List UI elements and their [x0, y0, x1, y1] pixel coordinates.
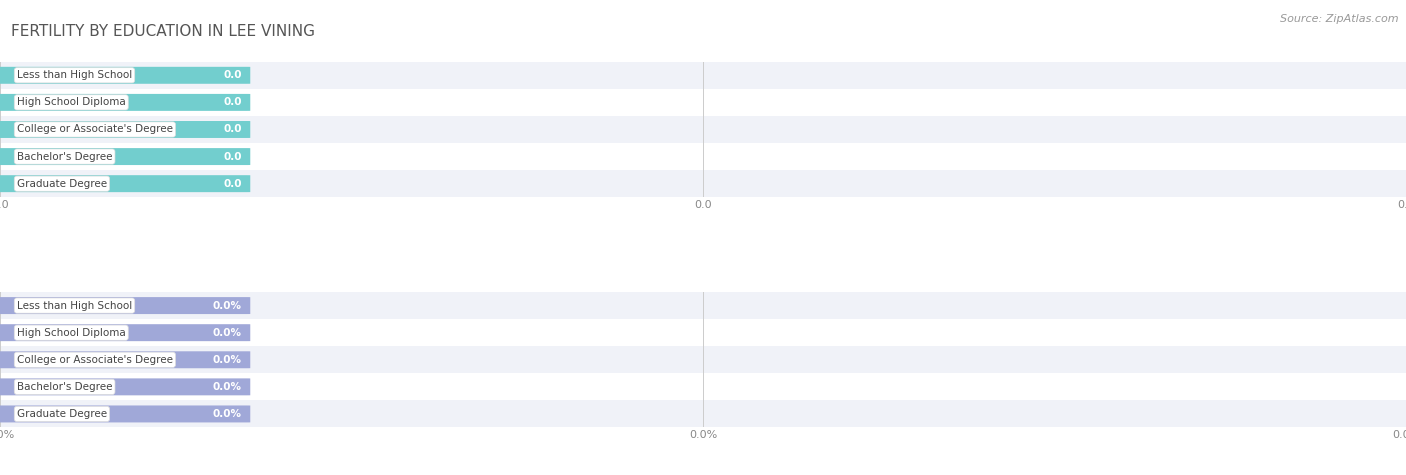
Text: Source: ZipAtlas.com: Source: ZipAtlas.com [1281, 14, 1399, 24]
Text: College or Associate's Degree: College or Associate's Degree [17, 124, 173, 134]
FancyBboxPatch shape [0, 148, 250, 165]
FancyBboxPatch shape [0, 379, 250, 395]
Text: Bachelor's Degree: Bachelor's Degree [17, 382, 112, 392]
Text: 0.0: 0.0 [224, 70, 242, 80]
Bar [0, 400, 1406, 428]
FancyBboxPatch shape [0, 94, 250, 111]
Text: Graduate Degree: Graduate Degree [17, 409, 107, 419]
Bar [0, 373, 1406, 400]
FancyBboxPatch shape [0, 121, 250, 138]
Text: High School Diploma: High School Diploma [17, 97, 125, 107]
FancyBboxPatch shape [0, 297, 250, 314]
Text: College or Associate's Degree: College or Associate's Degree [17, 355, 173, 365]
FancyBboxPatch shape [0, 352, 250, 368]
FancyBboxPatch shape [0, 324, 250, 341]
FancyBboxPatch shape [0, 406, 250, 422]
Text: 0.0: 0.0 [224, 179, 242, 189]
Bar [0, 62, 1406, 89]
Text: 0.0: 0.0 [224, 152, 242, 162]
Bar [0, 319, 1406, 346]
Text: Bachelor's Degree: Bachelor's Degree [17, 152, 112, 162]
Text: 0.0%: 0.0% [212, 301, 242, 311]
Bar [0, 346, 1406, 373]
Text: 0.0: 0.0 [224, 124, 242, 134]
Bar [0, 143, 1406, 170]
Text: 0.0%: 0.0% [212, 355, 242, 365]
FancyBboxPatch shape [0, 67, 250, 84]
Text: FERTILITY BY EDUCATION IN LEE VINING: FERTILITY BY EDUCATION IN LEE VINING [11, 24, 315, 39]
FancyBboxPatch shape [0, 175, 250, 192]
Text: 0.0%: 0.0% [212, 382, 242, 392]
Text: Less than High School: Less than High School [17, 301, 132, 311]
Bar [0, 292, 1406, 319]
Text: High School Diploma: High School Diploma [17, 328, 125, 338]
Text: 0.0%: 0.0% [212, 409, 242, 419]
Bar [0, 89, 1406, 116]
Bar [0, 116, 1406, 143]
Bar [0, 170, 1406, 197]
Text: 0.0: 0.0 [224, 97, 242, 107]
Text: Graduate Degree: Graduate Degree [17, 179, 107, 189]
Text: Less than High School: Less than High School [17, 70, 132, 80]
Text: 0.0%: 0.0% [212, 328, 242, 338]
